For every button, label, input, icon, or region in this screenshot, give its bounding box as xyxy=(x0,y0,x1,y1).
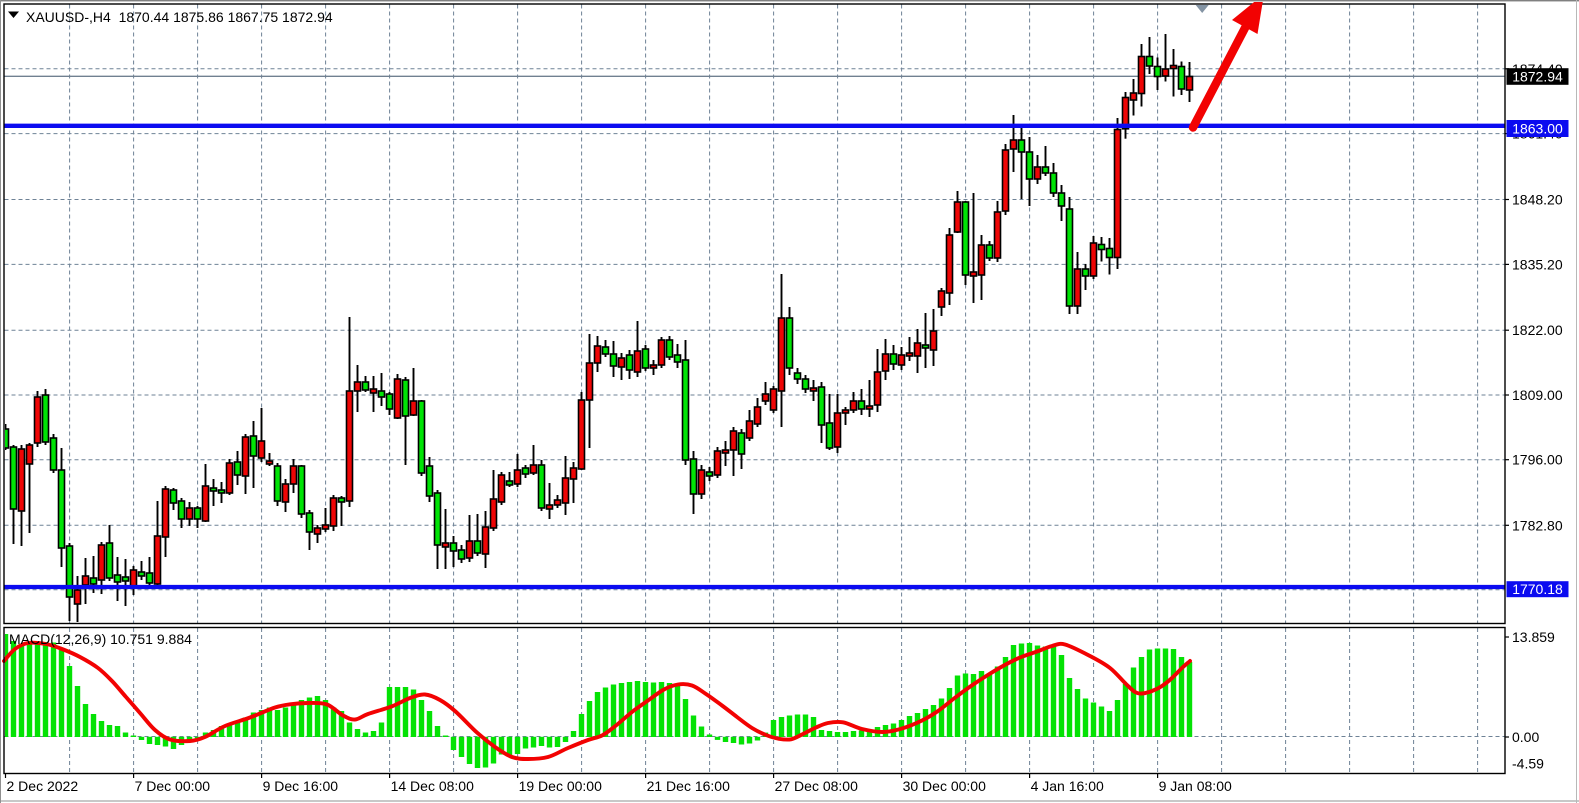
svg-text:27 Dec 08:00: 27 Dec 08:00 xyxy=(775,778,858,794)
svg-text:1822.00: 1822.00 xyxy=(1512,322,1563,338)
svg-text:13.859: 13.859 xyxy=(1512,629,1555,645)
svg-text:21 Dec 16:00: 21 Dec 16:00 xyxy=(647,778,730,794)
svg-text:MACD(12,26,9) 10.751 9.884: MACD(12,26,9) 10.751 9.884 xyxy=(9,631,192,647)
svg-text:1796.00: 1796.00 xyxy=(1512,452,1563,468)
svg-text:0.00: 0.00 xyxy=(1512,729,1539,745)
svg-text:1809.00: 1809.00 xyxy=(1512,387,1563,403)
svg-text:1770.18: 1770.18 xyxy=(1512,581,1563,597)
svg-text:19 Dec 00:00: 19 Dec 00:00 xyxy=(519,778,602,794)
svg-text:30 Dec 00:00: 30 Dec 00:00 xyxy=(903,778,986,794)
svg-text:1782.80: 1782.80 xyxy=(1512,517,1563,533)
svg-text:7 Dec 00:00: 7 Dec 00:00 xyxy=(135,778,211,794)
svg-text:9 Jan 08:00: 9 Jan 08:00 xyxy=(1159,778,1232,794)
svg-text:1835.20: 1835.20 xyxy=(1512,256,1563,272)
svg-text:XAUUSD-,H4 1870.44 1875.86 18: XAUUSD-,H4 1870.44 1875.86 1867.75 1872.… xyxy=(26,9,333,25)
svg-text:-4.59: -4.59 xyxy=(1512,756,1544,772)
svg-text:9 Dec 16:00: 9 Dec 16:00 xyxy=(263,778,339,794)
svg-text:14 Dec 08:00: 14 Dec 08:00 xyxy=(391,778,474,794)
svg-text:2 Dec 2022: 2 Dec 2022 xyxy=(7,778,79,794)
svg-text:1863.00: 1863.00 xyxy=(1512,121,1563,137)
svg-text:4 Jan 16:00: 4 Jan 16:00 xyxy=(1031,778,1104,794)
svg-text:1848.20: 1848.20 xyxy=(1512,192,1563,208)
svg-text:1872.94: 1872.94 xyxy=(1512,69,1563,85)
